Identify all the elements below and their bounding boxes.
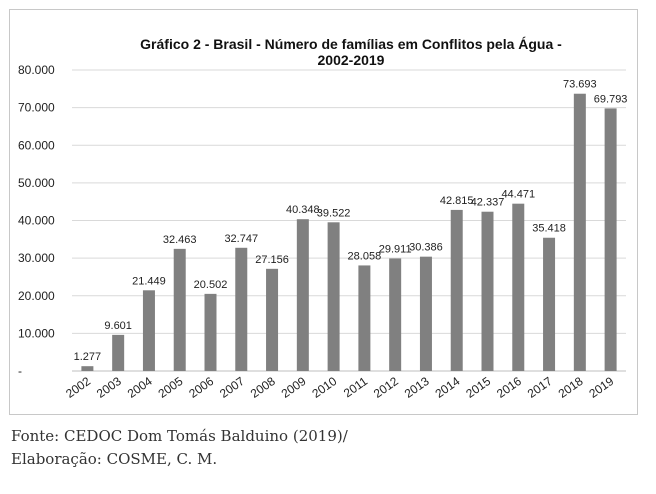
caption-source: Fonte: CEDOC Dom Tomás Balduino (2019)/ (11, 427, 348, 445)
bar-2002 (81, 366, 94, 371)
bar-2015 (481, 211, 494, 371)
x-tick-label: 2002 (63, 374, 93, 401)
bar-2013 (419, 256, 432, 371)
bar-2007 (235, 247, 248, 371)
data-label-2005: 32.463 (163, 234, 197, 246)
x-tick-label: 2005 (156, 374, 186, 401)
x-tick-label: 2007 (217, 374, 247, 401)
bar-2019 (604, 108, 617, 371)
data-label-2006: 20.502 (194, 279, 228, 291)
bar-2017 (543, 237, 556, 371)
caption-credit: Elaboração: COSME, C. M. (11, 450, 218, 468)
x-tick-label: 2018 (556, 374, 586, 401)
y-tick-label: 10.000 (18, 326, 55, 340)
data-label-2002: 1.277 (74, 351, 102, 363)
x-tick-label: 2012 (371, 374, 401, 401)
figure-caption: Fonte: CEDOC Dom Tomás Balduino (2019)/ … (11, 425, 611, 471)
x-tick-label: 2004 (125, 374, 155, 401)
y-tick-label: 40.000 (18, 214, 55, 228)
data-label-2018: 73.693 (563, 79, 597, 91)
x-tick-label: 2015 (463, 374, 493, 401)
data-label-2015: 42.337 (471, 197, 505, 209)
y-tick-label: 80.000 (18, 63, 55, 77)
x-tick-label: 2008 (248, 374, 278, 401)
chart-frame: Gráfico 2 - Brasil - Número de famílias … (9, 9, 638, 415)
data-label-2003: 9.601 (104, 320, 132, 332)
bar-2011 (358, 265, 371, 371)
x-tick-label: 2017 (525, 374, 555, 401)
bar-2009 (296, 219, 309, 371)
data-label-2009: 40.348 (286, 204, 320, 216)
x-tick-label: 2006 (186, 374, 216, 401)
x-tick-label: 2019 (586, 374, 616, 401)
data-label-2011: 28.058 (348, 250, 382, 262)
x-tick-label: 2016 (494, 374, 524, 401)
bar-chart: Gráfico 2 - Brasil - Número de famílias … (18, 36, 628, 401)
bar-2016 (512, 203, 525, 371)
bar-2008 (266, 268, 279, 371)
data-label-2012: 29.911 (379, 243, 412, 255)
y-tick-label: 30.000 (18, 251, 55, 265)
y-tick-label: 70.000 (18, 101, 55, 115)
x-tick-label: 2010 (309, 374, 339, 401)
bar-2010 (327, 222, 340, 371)
bar-2005 (173, 248, 186, 371)
data-label-2016: 44.471 (501, 189, 535, 201)
bar-2006 (204, 293, 217, 371)
data-label-2014: 42.815 (440, 195, 474, 207)
bar-2014 (450, 209, 463, 371)
chart-title-line: 2002-2019 (318, 52, 385, 68)
data-label-2017: 35.418 (532, 223, 566, 235)
data-label-2008: 27.156 (255, 254, 289, 266)
data-label-2019: 69.793 (594, 93, 628, 105)
bar-2012 (389, 258, 402, 371)
data-label-2013: 30.386 (409, 242, 443, 254)
data-label-2010: 39.522 (317, 207, 351, 219)
bar-2004 (142, 290, 155, 371)
bar-2018 (573, 93, 586, 371)
x-tick-label: 2011 (341, 374, 370, 400)
x-tick-label: 2014 (433, 374, 463, 401)
y-tick-label: 50.000 (18, 176, 55, 190)
y-tick-label: - (18, 364, 22, 378)
x-tick-label: 2009 (279, 374, 309, 401)
chart-title-line: Gráfico 2 - Brasil - Número de famílias … (140, 36, 562, 52)
x-tick-label: 2013 (402, 374, 432, 401)
x-tick-label: 2003 (94, 374, 124, 401)
y-tick-label: 60.000 (18, 138, 55, 152)
data-label-2004: 21.449 (132, 275, 166, 287)
y-tick-label: 20.000 (18, 289, 55, 303)
data-label-2007: 32.747 (224, 233, 258, 245)
bar-2003 (112, 334, 125, 371)
